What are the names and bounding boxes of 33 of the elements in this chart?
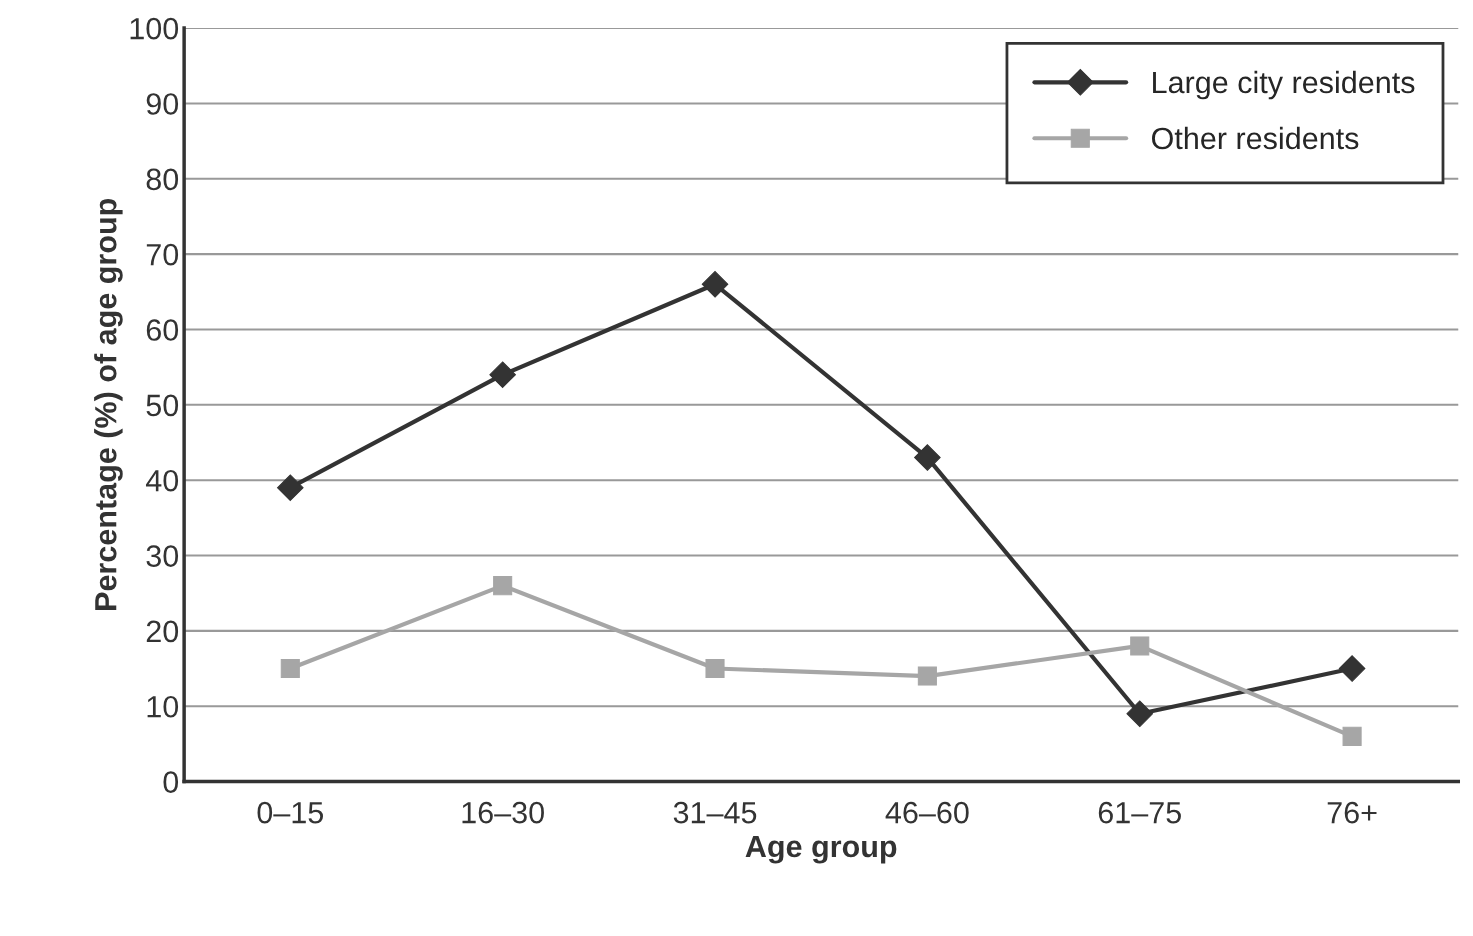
point	[493, 576, 513, 596]
y-tick-label: 80	[146, 168, 179, 191]
x-tick-label: 76+	[1327, 801, 1377, 824]
y-axis-title: Percentage (%) of age group	[94, 198, 123, 610]
y-tick-label: 70	[146, 243, 179, 266]
point	[1338, 655, 1366, 682]
x-tick-label: 46–60	[885, 801, 969, 824]
point	[914, 444, 941, 471]
point	[1126, 700, 1154, 728]
point	[489, 361, 516, 388]
point	[277, 474, 304, 501]
x-tick-label: 31–45	[673, 801, 757, 824]
y-tick-label: 90	[146, 93, 179, 115]
point	[1130, 636, 1150, 656]
y-tick-label: 60	[146, 319, 179, 341]
x-tick-label: 16–30	[462, 801, 544, 824]
x-tick-label: 0–15	[257, 801, 324, 824]
y-tick-label: 0	[163, 771, 179, 793]
point	[705, 658, 725, 679]
y-tick-label: 50	[146, 394, 179, 417]
y-tick-label: 30	[146, 545, 179, 567]
legend-label: Other residents	[1152, 126, 1359, 150]
point	[280, 658, 300, 679]
point	[701, 270, 729, 298]
y-tick-label: 40	[145, 469, 179, 492]
y-tick-label: 100	[130, 17, 179, 40]
point	[917, 666, 937, 686]
y-tick-label: 20	[146, 620, 179, 643]
x-axis-title: Age group	[745, 836, 897, 864]
point	[1342, 726, 1362, 746]
legend-label: Large city residents	[1153, 70, 1415, 100]
y-tick-label: 10	[147, 695, 179, 718]
x-tick-label: 61–75	[1098, 801, 1181, 824]
